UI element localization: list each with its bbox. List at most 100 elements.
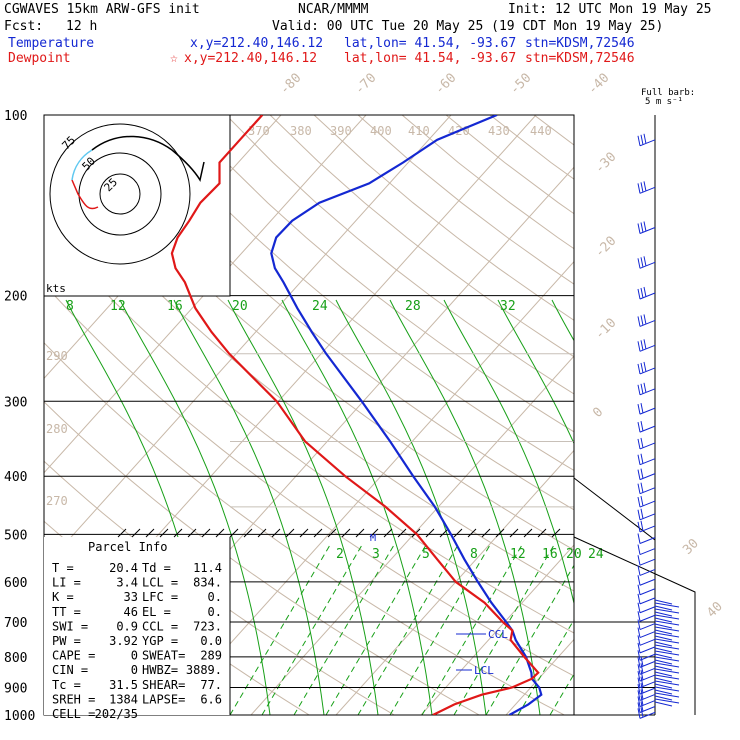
- temperature-station: stn=KDSM,72546: [525, 36, 635, 51]
- hatch-tick: [551, 528, 561, 538]
- wind-barb: [637, 181, 656, 194]
- pressure-tick-label: 100: [4, 109, 27, 124]
- hatch-tick: [467, 528, 477, 538]
- mixing-ratio-label-lower: 8: [470, 547, 478, 562]
- hodograph-units: kts: [46, 282, 66, 295]
- wind-barb: [654, 632, 680, 638]
- wind-barb: [654, 665, 673, 671]
- moist-adiabat-line: [227, 299, 379, 715]
- wind-barb: [654, 605, 673, 611]
- barb-legend-line1: Full barb:: [641, 88, 695, 98]
- pressure-tick-label: 400: [4, 470, 27, 485]
- wind-barb: [637, 508, 656, 521]
- dewpoint-station: stn=KDSM,72546: [525, 51, 635, 66]
- wind-barb: [654, 671, 673, 677]
- wind-barb: [654, 629, 673, 635]
- mixing-ratio-line: [261, 544, 363, 715]
- wind-barb: [637, 627, 656, 639]
- wind-barb: [637, 676, 656, 689]
- theta-label: 370: [248, 124, 270, 138]
- parcel-label: TT =: [52, 605, 81, 619]
- theta-label: 390: [330, 124, 352, 138]
- isotherm-label: -40: [585, 71, 612, 98]
- hodograph-ring-inner: [99, 173, 141, 215]
- isotherm-label: -70: [352, 71, 379, 98]
- theta-label: 380: [290, 124, 312, 138]
- wind-barb: [637, 656, 656, 668]
- wind-barb: [637, 565, 656, 576]
- wind-barb: [654, 662, 680, 668]
- parcel-label: CELL =: [52, 707, 95, 721]
- moist-adiabat-line: [281, 299, 433, 715]
- theta-label: 400: [370, 124, 392, 138]
- valid-time: Valid: 00 UTC Tue 20 May 25 (19 CDT Mon …: [272, 19, 664, 34]
- parcel-label: LCL =: [142, 576, 178, 590]
- parcel-value: 3889.: [186, 663, 222, 677]
- wind-barb: [654, 620, 680, 626]
- hatch-tick: [453, 528, 463, 538]
- dewpoint-trace: [170, 115, 540, 715]
- mixing-ratio-label-lower: 5: [422, 547, 430, 562]
- mixing-ratio-line: [325, 544, 427, 715]
- dry-adiabat-line: [44, 401, 480, 715]
- wind-barb: [637, 437, 656, 450]
- fcst-value: 12 h: [66, 19, 98, 34]
- hodograph-ring-outer: [49, 123, 191, 265]
- wind-barb: [637, 683, 656, 695]
- lcl-label: LCL: [474, 664, 494, 677]
- pressure-tick-label: 1000: [4, 709, 35, 724]
- parcel-label: CAPE =: [52, 649, 95, 663]
- wind-barb: [654, 617, 673, 623]
- wind-barb: [654, 698, 680, 704]
- wind-barb: [637, 339, 656, 352]
- wind-barb: [654, 677, 673, 683]
- isotherm-line: [44, 115, 367, 474]
- parcel-label: Tc =: [52, 678, 81, 692]
- wind-barb: [654, 647, 673, 653]
- parcel-value: 0.: [208, 590, 222, 604]
- model-title: CGWAVES 15km ARW-GFS init: [4, 2, 200, 17]
- pressure-tick-label: 500: [4, 528, 27, 543]
- temperature-legend-label: Temperature: [8, 36, 95, 51]
- parcel-label: HWBZ=: [142, 663, 178, 677]
- parcel-label: LFC =: [142, 590, 178, 604]
- wind-barb: [637, 421, 656, 433]
- parcel-label: K =: [52, 590, 74, 604]
- wind-barb: [637, 642, 656, 654]
- mixing-ratio-label-lower: 12: [510, 547, 526, 562]
- wind-barb: [654, 695, 673, 701]
- wind-barb: [637, 221, 656, 234]
- hatch-tick: [215, 528, 225, 538]
- wind-barb: [654, 635, 673, 641]
- barb-bracket-lower: [573, 536, 696, 715]
- parcel-label: CCL =: [142, 619, 178, 633]
- dry-adiabat-line: [44, 165, 574, 592]
- mixing-ratio-label-upper: 24: [312, 299, 328, 314]
- hatch-tick: [341, 528, 351, 538]
- mixing-ratio-line: [293, 544, 395, 715]
- mixing-ratio-line: [549, 673, 574, 715]
- hatch-tick: [425, 528, 435, 538]
- hatch-tick: [313, 528, 323, 538]
- parcel-value: 46: [124, 605, 138, 619]
- wind-barb: [637, 555, 656, 566]
- isotherm-line: [420, 544, 574, 715]
- theta-label: 290: [46, 349, 68, 363]
- dewpoint-xy: x,y=212.40,146.12: [184, 51, 318, 66]
- hatch-tick: [145, 528, 155, 538]
- wind-barb: [654, 674, 680, 680]
- wind-barb: [654, 683, 673, 689]
- hatch-tick: [299, 528, 309, 538]
- wind-barb: [637, 689, 656, 701]
- isotherm-line: [250, 355, 574, 715]
- init-time: Init: 12 UTC Mon 19 May 25: [508, 2, 712, 17]
- parcel-label: CIN =: [52, 663, 88, 677]
- parcel-label: LAPSE=: [142, 692, 185, 706]
- parcel-value: 0.: [208, 605, 222, 619]
- moist-adiabat-line: [551, 299, 574, 342]
- theta-label: 430: [488, 124, 510, 138]
- hatch-tick: [523, 528, 533, 538]
- hatch-tick: [369, 528, 379, 538]
- parcel-label: YGP =: [142, 634, 178, 648]
